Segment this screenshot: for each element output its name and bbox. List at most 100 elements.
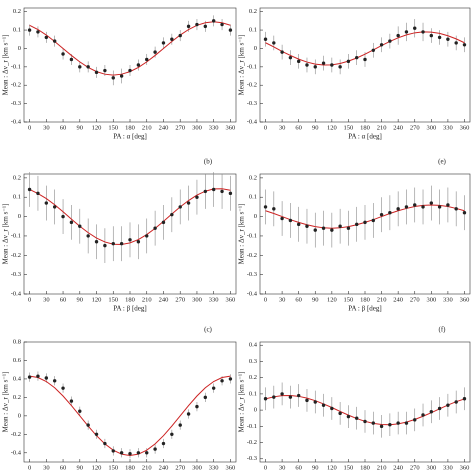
x-tick-label: 240: [393, 296, 403, 303]
data-point: [296, 222, 301, 227]
y-tick-label: 0.8: [13, 338, 21, 345]
data-point: [346, 226, 351, 230]
x-tick-label: 210: [377, 124, 387, 131]
data-point: [103, 441, 107, 446]
x-tick-label: 180: [125, 464, 135, 471]
x-tick-label: 0: [28, 464, 31, 471]
data-point: [404, 30, 409, 34]
y-tick-label: 0.2: [13, 394, 21, 401]
y-tick-label: 0.2: [249, 374, 257, 381]
x-tick-label: 240: [159, 464, 169, 471]
data-point: [195, 22, 199, 27]
panel-label: (e): [438, 158, 446, 166]
data-point: [321, 61, 326, 65]
data-point: [211, 19, 216, 23]
data-point: [263, 397, 268, 401]
data-point: [228, 28, 233, 32]
data-point: [220, 22, 224, 27]
data-point: [52, 205, 57, 209]
x-tick-label: 120: [327, 124, 337, 131]
data-point: [78, 409, 82, 413]
data-point: [186, 412, 191, 416]
x-tick-label: 60: [60, 464, 67, 471]
data-point: [338, 65, 342, 69]
data-point: [78, 65, 82, 69]
data-point: [429, 410, 434, 414]
data-point: [363, 419, 367, 424]
data-point: [153, 50, 157, 54]
data-point: [27, 375, 32, 379]
fit-curve: [29, 188, 231, 245]
data-point: [195, 404, 199, 409]
y-tick-label: -0.2: [11, 82, 21, 89]
data-point: [145, 234, 149, 238]
x-tick-label: 180: [125, 296, 135, 303]
data-point: [61, 214, 65, 219]
x-tick-label: 270: [175, 464, 185, 471]
y-tick-label: -0.1: [247, 63, 257, 70]
x-tick-label: 300: [192, 296, 202, 303]
y-tick-label: -0.4: [11, 118, 22, 125]
x-tick-label: 120: [327, 296, 337, 303]
data-point: [263, 205, 268, 209]
data-point: [161, 220, 166, 225]
x-tick-label: 60: [60, 296, 67, 303]
y-tick-label: -0.2: [11, 431, 21, 438]
data-point: [371, 421, 375, 425]
x-tick-label: 300: [426, 296, 436, 303]
data-point: [421, 205, 425, 209]
panel-label: (f): [439, 326, 447, 334]
y-tick-label: -0.3: [11, 271, 21, 278]
y-tick-label: -0.2: [247, 439, 257, 446]
x-tick-label: 300: [426, 124, 436, 131]
y-tick-label: 0.4: [249, 342, 258, 349]
x-tick-label: 120: [92, 296, 102, 303]
x-tick-label: 30: [279, 124, 286, 131]
data-point: [330, 228, 334, 232]
data-point: [338, 411, 342, 416]
x-tick-label: 150: [344, 124, 354, 131]
x-tick-label: 270: [175, 124, 185, 131]
x-axis-label: PA : β [deg]: [348, 305, 381, 313]
data-point: [78, 224, 82, 228]
fit-curve: [265, 31, 465, 66]
x-tick-label: 240: [159, 124, 169, 131]
data-point: [44, 201, 49, 205]
y-tick-label: 0.2: [249, 174, 257, 181]
x-tick-label: 120: [92, 464, 102, 471]
x-tick-label: 270: [175, 296, 185, 303]
data-point: [346, 414, 351, 419]
data-point: [462, 397, 467, 401]
data-point: [371, 218, 375, 223]
x-tick-label: 90: [312, 464, 319, 471]
data-point: [195, 195, 199, 199]
data-point: [36, 191, 40, 196]
x-tick-label: 300: [192, 124, 202, 131]
x-tick-label: 240: [393, 124, 403, 131]
data-point: [220, 189, 224, 194]
data-point: [413, 26, 417, 30]
x-tick-label: 180: [360, 296, 370, 303]
data-point: [61, 386, 65, 390]
x-tick-label: 360: [226, 464, 236, 471]
data-point: [128, 68, 132, 73]
panel-label: (c): [204, 326, 212, 334]
x-tick-label: 210: [142, 124, 152, 131]
data-point: [86, 234, 90, 238]
data-point: [94, 240, 99, 244]
y-tick-label: 0.1: [249, 194, 257, 201]
data-point: [203, 189, 208, 194]
data-point: [52, 39, 57, 43]
y-tick-label: 0.3: [249, 358, 257, 365]
data-point: [404, 421, 409, 425]
x-tick-label: 240: [393, 464, 403, 471]
data-point: [288, 395, 293, 399]
x-tick-label: 360: [460, 124, 470, 131]
y-tick-label: 0: [18, 412, 21, 419]
x-tick-label: 30: [43, 464, 50, 471]
data-point: [161, 41, 166, 45]
data-point: [36, 30, 40, 34]
data-point: [363, 57, 367, 62]
data-point: [86, 65, 90, 69]
data-point: [136, 451, 141, 455]
